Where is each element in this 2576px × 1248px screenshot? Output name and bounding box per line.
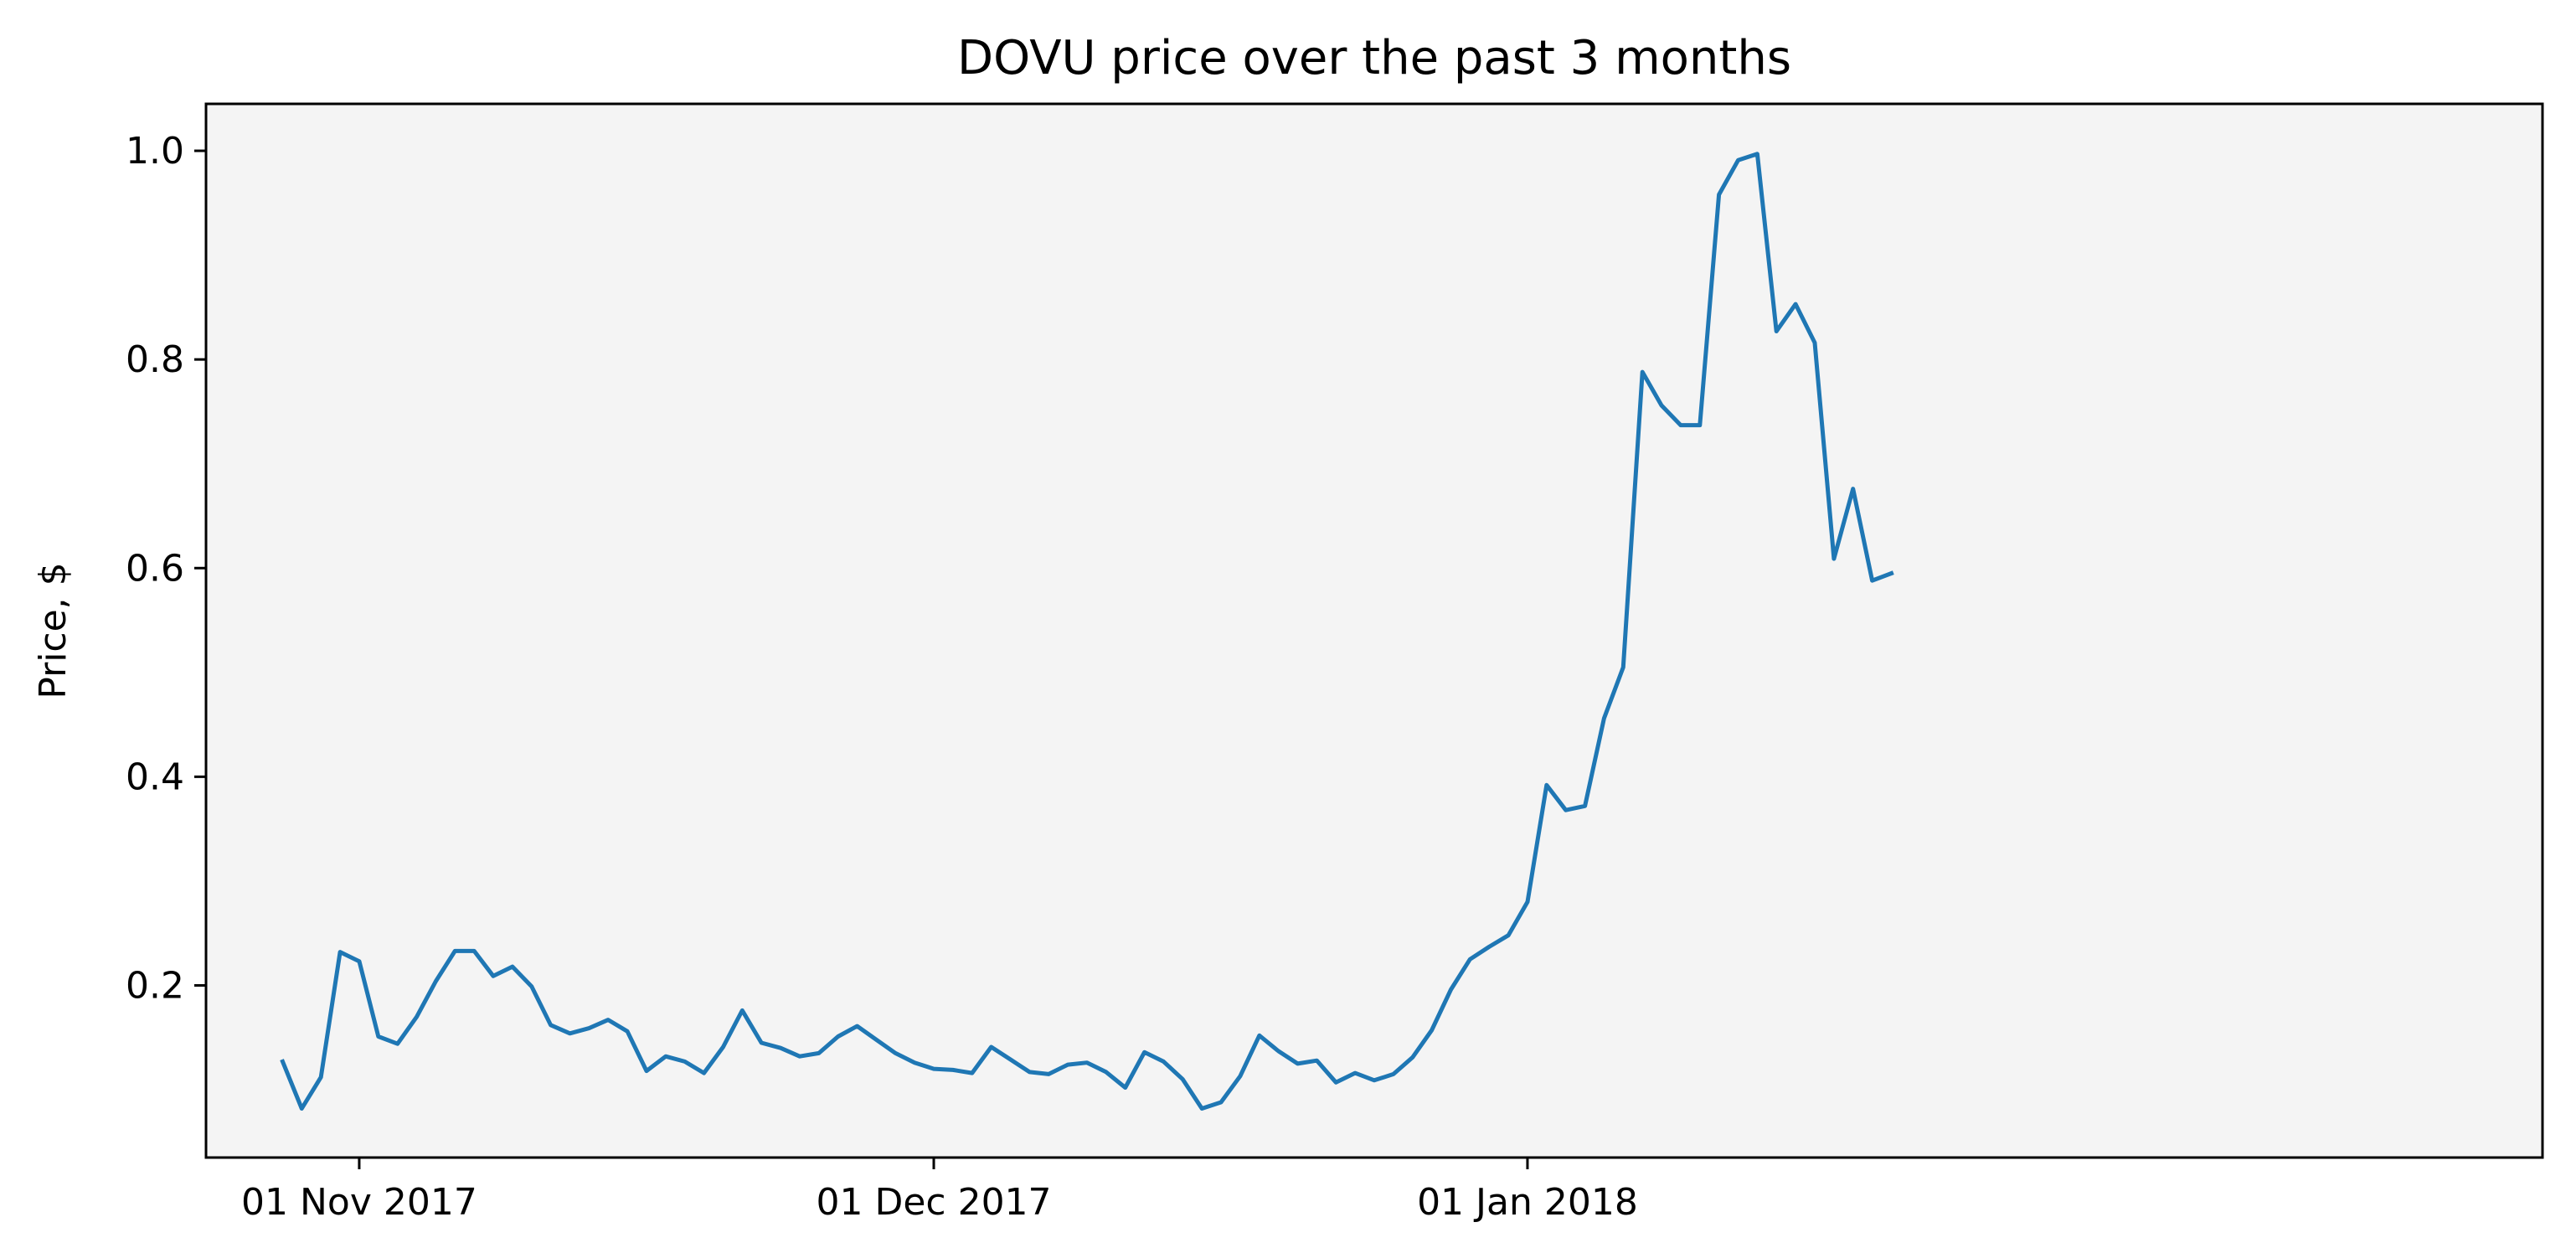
x-tick-label: 01 Dec 2017 [816,1181,1051,1224]
plot-frame [204,102,2544,1159]
x-tick-label: 01 Jan 2018 [1417,1181,1638,1224]
series-layer [280,152,1894,1111]
y-tick-label: 0.4 [126,756,184,798]
y-tick-label: 0.8 [126,338,184,381]
y-tick-label: 0.2 [126,964,184,1007]
y-tick-label: 0.6 [126,547,184,590]
price-line [280,152,1894,1111]
plot-area [206,104,2543,1158]
y-axis: 0.2 0.4 0.6 0.8 1.0 [126,130,206,1007]
x-tick-label: 01 Nov 2017 [241,1181,477,1224]
x-axis: 01 Nov 2017 01 Dec 2017 01 Jan 2018 [241,1158,1638,1224]
chart-title: DOVU price over the past 3 months [957,31,1791,85]
y-axis-label: Price, $ [32,562,75,699]
y-tick-label: 1.0 [126,130,184,173]
